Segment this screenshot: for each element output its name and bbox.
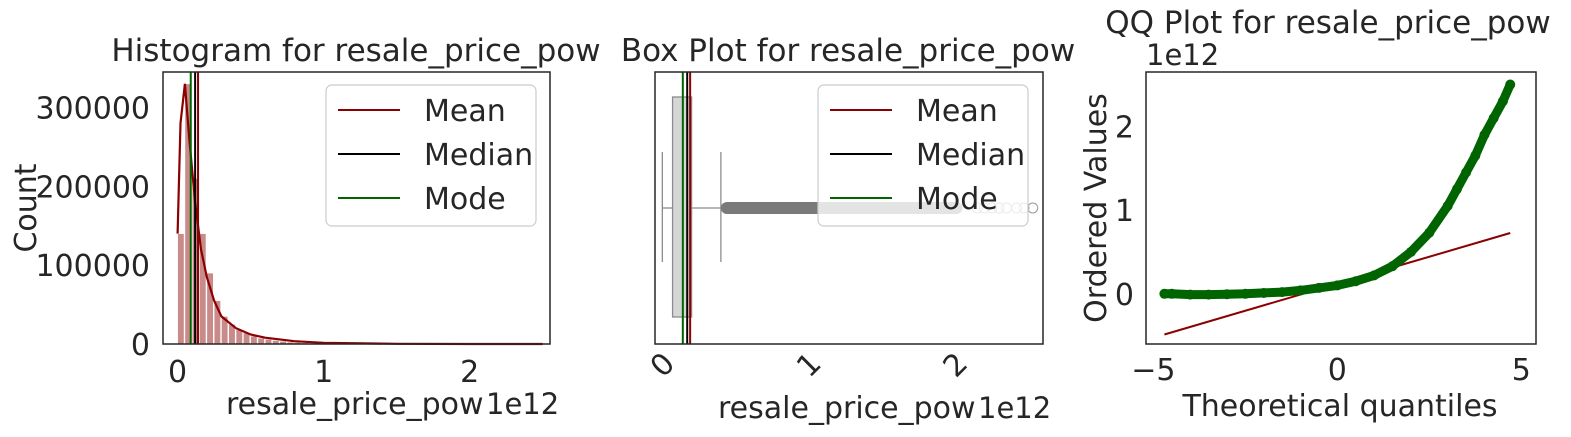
histogram-kde-curve xyxy=(176,83,543,346)
qq-point xyxy=(1159,288,1170,299)
qq-y-tick-label: 2 xyxy=(1115,110,1134,145)
qqplot-axes-frame xyxy=(1145,71,1537,345)
qq-point xyxy=(1461,167,1472,178)
histogram-bar xyxy=(257,337,265,345)
histogram-x-tick-label: 1 xyxy=(314,355,333,390)
qq-point xyxy=(1424,227,1435,238)
qq-point xyxy=(1203,289,1214,300)
histogram-x-offset: 1e12 xyxy=(486,387,559,421)
qqplot-title: QQ Plot for resale_price_pow xyxy=(1105,5,1551,41)
histogram-x-tick-label: 2 xyxy=(460,355,479,390)
qq-point xyxy=(1166,288,1177,299)
boxplot-x-offset: 1e12 xyxy=(978,391,1051,425)
histogram-x-tick-label: 0 xyxy=(168,355,187,390)
qqplot-x-label: Theoretical quantiles xyxy=(1181,389,1497,424)
qq-point xyxy=(1479,129,1490,140)
histogram-bar xyxy=(235,329,243,345)
qq-point xyxy=(1240,288,1251,299)
histogram-title: Histogram for resale_price_pow xyxy=(111,33,600,69)
qqplot-x-ticks: −5 0 5 xyxy=(1131,353,1531,388)
legend-label-mean: Mean xyxy=(916,94,998,129)
histogram-x-ticks: 0 1 2 xyxy=(168,355,479,390)
legend-label-median: Median xyxy=(916,138,1025,173)
histogram-y-label: Count xyxy=(9,163,44,252)
qq-point xyxy=(1277,287,1288,298)
qqplot-y-ticks: 0 1 2 xyxy=(1115,110,1134,312)
histogram-bar xyxy=(177,233,185,345)
boxplot-x-ticks: 0 1 2 xyxy=(644,346,975,384)
qq-point xyxy=(1221,289,1232,300)
qqplot-y-offset: 1e12 xyxy=(1146,38,1219,72)
legend-label-mean: Mean xyxy=(424,94,506,129)
histogram-y-tick-label: 0 xyxy=(131,328,150,363)
histogram-bar xyxy=(250,335,258,345)
boxplot-axes-frame xyxy=(654,71,1044,345)
qq-y-tick-label: 1 xyxy=(1115,194,1134,229)
qq-x-tick-label: 0 xyxy=(1328,353,1347,388)
boxplot-x-tick-label: 0 xyxy=(644,346,682,384)
boxplot-x-tick-label: 1 xyxy=(790,346,828,384)
qq-y-tick-label: 0 xyxy=(1115,278,1134,313)
qqplot-y-label: Ordered Values xyxy=(1079,93,1114,323)
qq-point xyxy=(1470,150,1481,161)
histogram-y-tick-label: 300000 xyxy=(35,91,150,126)
qq-point xyxy=(1505,79,1516,90)
qqplot-points xyxy=(1159,79,1516,300)
qqplot-panel: QQ Plot for resale_price_pow 1e12 −5 0 5 0… xyxy=(1079,5,1551,424)
qq-point xyxy=(1387,261,1398,272)
qq-point xyxy=(1332,280,1343,291)
boxplot-panel: Box Plot for resale_price_pow 0 1 2 resale… xyxy=(621,33,1075,426)
qq-point xyxy=(1313,282,1324,293)
qq-point xyxy=(1405,246,1416,257)
legend-frame xyxy=(817,84,1029,227)
qq-point xyxy=(1350,276,1361,287)
qq-point xyxy=(1295,285,1306,296)
legend-label-mode: Mode xyxy=(424,182,506,217)
qq-x-tick-label: 5 xyxy=(1512,353,1531,388)
histogram-axes-frame xyxy=(162,71,551,345)
histogram-y-ticks: 0 100000 200000 300000 xyxy=(35,91,150,363)
histogram-panel: Histogram for resale_price_pow 0 1 2 0 1000… xyxy=(9,33,601,422)
histogram-stat-lines xyxy=(189,72,200,344)
boxplot-stat-lines xyxy=(681,72,692,344)
qq-point xyxy=(1451,184,1462,195)
boxplot-title: Box Plot for resale_price_pow xyxy=(621,33,1075,69)
boxplot-x-tick-label: 2 xyxy=(937,346,975,384)
qq-point xyxy=(1258,287,1269,298)
histogram-y-tick-label: 100000 xyxy=(35,249,150,284)
legend-frame xyxy=(325,84,537,227)
boxplot-x-label: resale_price_pow xyxy=(718,391,976,426)
histogram-legend: Mean Median Mode xyxy=(325,84,537,227)
qq-point xyxy=(1185,289,1196,300)
legend-label-mode: Mode xyxy=(916,182,998,217)
histogram-y-tick-label: 200000 xyxy=(35,170,150,205)
qq-point xyxy=(1442,200,1453,211)
legend-label-median: Median xyxy=(424,138,533,173)
histogram-kde xyxy=(176,83,543,346)
histogram-x-label: resale_price_pow xyxy=(226,387,484,422)
qq-x-tick-label: −5 xyxy=(1131,353,1175,388)
qq-point xyxy=(1369,270,1380,281)
qq-point xyxy=(1488,113,1499,124)
qq-point xyxy=(1497,96,1508,107)
boxplot-legend: Mean Median Mode xyxy=(817,84,1029,227)
